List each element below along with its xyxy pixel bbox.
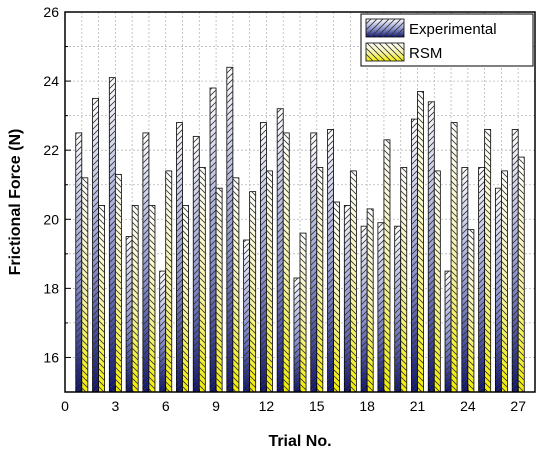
bar-rsm-21-hatch xyxy=(417,91,424,393)
bar-experimental-6-hatch xyxy=(159,271,166,392)
bar-experimental-13-hatch xyxy=(277,108,284,393)
x-tick-label: 15 xyxy=(309,398,325,414)
axis-ticks: 0 3 6 9 12 15 18 21 24 27 16 18 20 22 24 26 xyxy=(43,4,536,414)
bar-experimental-7-hatch xyxy=(176,122,183,392)
bar-experimental-5-hatch xyxy=(142,132,149,392)
x-tick-label: 18 xyxy=(359,398,375,414)
bar-rsm-25-hatch xyxy=(484,129,491,393)
x-axis-title: Trial No. xyxy=(268,433,331,450)
x-tick-label: 0 xyxy=(61,398,69,414)
bar-rsm-12-hatch xyxy=(266,170,273,392)
bar-rsm-19-hatch xyxy=(383,139,390,392)
legend-swatch-experimental-hatch xyxy=(366,19,404,37)
bar-rsm-17-hatch xyxy=(350,170,357,392)
bar-experimental-4-hatch xyxy=(126,236,133,392)
bar-rsm-13-hatch xyxy=(283,132,290,392)
x-tick-label: 6 xyxy=(162,398,170,414)
bar-rsm-8-hatch xyxy=(199,167,206,392)
bar-experimental-16-hatch xyxy=(327,129,334,393)
bar-experimental-21-hatch xyxy=(411,119,418,392)
bar-experimental-8-hatch xyxy=(193,136,200,392)
bar-rsm-1-hatch xyxy=(81,177,88,392)
y-tick-label: 26 xyxy=(43,4,59,20)
bar-rsm-11-hatch xyxy=(249,191,256,392)
bar-experimental-25-hatch xyxy=(478,167,485,392)
x-tick-label: 3 xyxy=(111,398,119,414)
bar-rsm-5-hatch xyxy=(148,205,155,392)
bar-experimental-3-hatch xyxy=(109,77,116,393)
bar-experimental-26-hatch xyxy=(495,188,502,392)
y-tick-label: 22 xyxy=(43,142,59,158)
bar-rsm-24-hatch xyxy=(467,229,474,392)
x-tick-label: 12 xyxy=(259,398,275,414)
bar-rsm-15-hatch xyxy=(316,167,323,392)
bars-group xyxy=(75,66,525,393)
bar-rsm-2-hatch xyxy=(98,205,105,392)
y-tick-label: 16 xyxy=(43,349,59,365)
bar-experimental-2-hatch xyxy=(92,98,99,392)
bar-rsm-27-hatch xyxy=(518,157,525,392)
bar-experimental-10-hatch xyxy=(226,67,233,392)
bar-rsm-26-hatch xyxy=(501,170,508,392)
bar-experimental-15-hatch xyxy=(310,132,317,392)
bar-experimental-9-hatch xyxy=(210,88,217,392)
bar-rsm-10-hatch xyxy=(232,177,239,392)
bar-experimental-19-hatch xyxy=(377,222,384,392)
bar-rsm-20-hatch xyxy=(400,167,407,392)
bar-rsm-7-hatch xyxy=(182,205,189,392)
bar-experimental-1-hatch xyxy=(75,132,82,392)
bar-rsm-22-hatch xyxy=(434,170,441,392)
legend: Experimental RSM xyxy=(360,13,534,67)
bar-experimental-17-hatch xyxy=(344,205,351,392)
bar-experimental-12-hatch xyxy=(260,122,267,392)
bar-rsm-3-hatch xyxy=(115,174,122,392)
bar-rsm-18-hatch xyxy=(367,208,374,392)
y-tick-label: 24 xyxy=(43,73,59,89)
bar-rsm-23-hatch xyxy=(451,122,458,392)
bar-experimental-11-hatch xyxy=(243,240,250,392)
x-tick-label: 9 xyxy=(212,398,220,414)
bar-rsm-16-hatch xyxy=(333,202,340,392)
bar-experimental-18-hatch xyxy=(361,226,368,392)
bar-experimental-27-hatch xyxy=(512,129,519,393)
bar-rsm-4-hatch xyxy=(132,205,139,392)
bar-experimental-14-hatch xyxy=(293,278,300,392)
legend-label-rsm: RSM xyxy=(409,45,442,62)
bar-experimental-24-hatch xyxy=(461,167,468,392)
y-tick-label: 20 xyxy=(43,211,59,227)
legend-label-experimental: Experimental xyxy=(409,21,497,38)
x-tick-label: 24 xyxy=(460,398,476,414)
bar-experimental-22-hatch xyxy=(428,101,435,393)
x-tick-label: 27 xyxy=(510,398,526,414)
x-tick-label: 21 xyxy=(410,398,426,414)
bar-rsm-9-hatch xyxy=(216,188,223,392)
bar-experimental-20-hatch xyxy=(394,226,401,392)
bar-rsm-14-hatch xyxy=(300,233,307,392)
y-tick-label: 18 xyxy=(43,280,59,296)
bar-experimental-23-hatch xyxy=(445,271,452,392)
bar-rsm-6-hatch xyxy=(165,170,172,392)
y-axis-title: Frictional Force (N) xyxy=(7,129,24,276)
legend-swatch-rsm-hatch xyxy=(366,43,404,61)
